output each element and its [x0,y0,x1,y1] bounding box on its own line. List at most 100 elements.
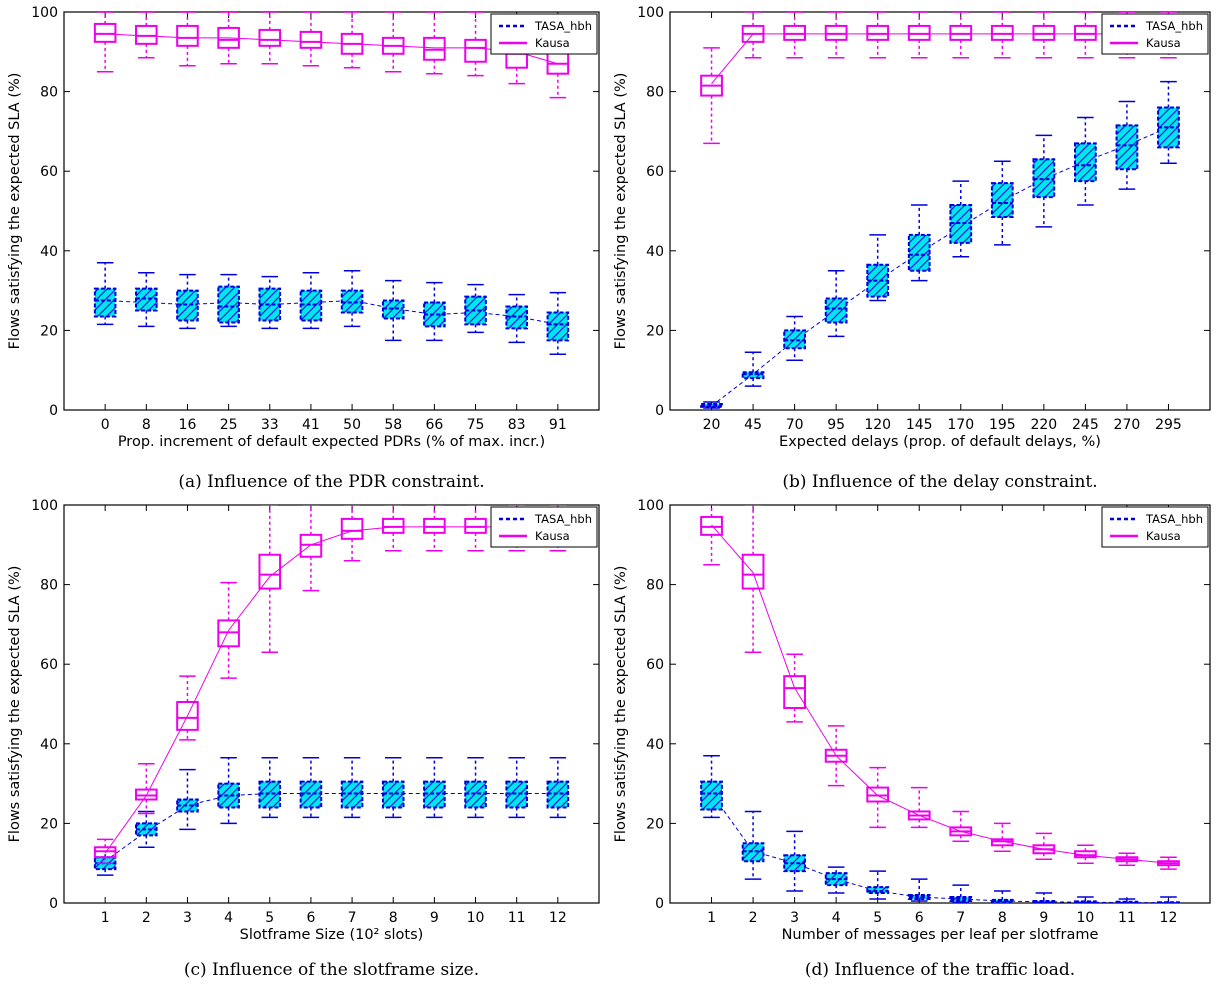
series-kausa [700,505,1180,870]
y-tick-label: 40 [40,737,58,753]
y-tick-label: 0 [49,896,58,912]
box-10 [464,756,487,819]
x-tick-label: 45 [744,417,762,433]
panel-caption: (a) Influence of the PDR constraint. [178,472,484,492]
y-tick-label: 60 [40,164,58,180]
box-145 [907,12,931,59]
box-5 [258,756,282,819]
iqr-box [990,182,1014,218]
mean-line [105,33,558,65]
y-tick-label: 80 [40,85,58,101]
box-245 [1074,12,1097,59]
box-3 [176,675,199,741]
plot-frame [63,11,600,411]
legend: TASA_hbh Kausa [1101,13,1209,55]
iqr-box [783,675,807,709]
chart-panel-a: 0 20 40 60 80 100 0 8 16 25 33 41 50 58 66 75 83 91Prop. … [7,5,600,492]
iqr-box [464,38,487,63]
iqr-box [907,894,931,901]
box-195 [990,12,1014,59]
x-tick-label: 2 [142,910,151,926]
box-50 [340,12,364,69]
box-9 [1032,892,1056,903]
y-tick-label: 20 [40,816,58,832]
box-95 [824,12,848,59]
box-4 [217,756,240,825]
series-tasa_hbh [700,80,1180,409]
mean-line [104,793,558,862]
series-kausa [93,505,570,864]
box-45 [741,351,765,387]
y-tick-label: 60 [646,657,664,673]
box-195 [990,160,1014,246]
x-tick-label: 9 [1039,910,1048,926]
x-axis-label: Prop. increment of default expected PDRs… [118,434,545,450]
box-170 [949,180,973,258]
iqr-box [824,297,848,324]
legend-box [490,506,598,548]
mean-line [105,300,558,325]
iqr-box [176,24,199,47]
box-2 [741,810,765,880]
x-tick-label: 3 [790,910,799,926]
x-tick-label: 11 [1118,910,1136,926]
box-33 [258,275,282,330]
box-75 [464,12,487,77]
iqr-box [546,311,570,342]
x-tick-label: 3 [183,910,192,926]
legend-entry: Kausa [1146,36,1181,50]
box-220 [1032,12,1056,59]
iqr-box [949,896,973,903]
box-70 [783,315,807,361]
box-41 [299,12,323,67]
box-2 [135,810,158,849]
iqr-box [783,854,807,873]
x-tick-label: 8 [389,910,398,926]
box-1 [700,505,723,566]
box-8 [990,822,1014,853]
box-6 [907,878,931,902]
y-tick-label: 60 [40,657,58,673]
box-1 [93,838,117,864]
plot-area [700,12,1180,409]
legend-entry: TASA_hbh [1145,19,1203,33]
x-tick-label: 270 [1114,417,1141,433]
box-220 [1032,134,1056,228]
iqr-box [1157,106,1180,149]
x-tick-label: 120 [864,417,891,433]
x-tick-label: 8 [142,417,151,433]
x-tick-label: 5 [873,910,882,926]
x-tick-label: 4 [224,910,233,926]
legend-box [490,13,598,55]
box-12 [546,756,570,819]
x-tick-label: 5 [265,910,274,926]
x-tick-label: 66 [425,417,443,433]
x-tick-label: 9 [430,910,439,926]
x-tick-label: 10 [1076,910,1094,926]
box-50 [340,269,364,328]
y-axis-label: Flows satisfying the expected SLA (%) [613,566,629,843]
box-145 [907,204,931,282]
legend-entry: Kausa [535,529,570,543]
box-7 [340,505,364,562]
y-axis-label: Flows satisfying the expected SLA (%) [613,73,629,350]
box-5 [866,766,890,829]
box-10 [464,505,487,552]
box-8 [381,505,405,552]
box-75 [464,283,487,334]
x-tick-label: 41 [302,417,320,433]
x-tick-label: 33 [261,417,279,433]
y-tick-label: 100 [31,498,58,514]
series-tasa_hbh [93,261,570,356]
legend-entry: Kausa [1146,529,1181,543]
mean-line [711,524,1169,864]
x-tick-label: 1 [707,910,716,926]
iqr-box [299,30,323,49]
box-45 [741,12,765,59]
plot-frame [669,11,1211,411]
box-16 [176,273,199,330]
box-0 [93,261,117,326]
box-3 [176,768,199,831]
box-8 [990,890,1014,903]
